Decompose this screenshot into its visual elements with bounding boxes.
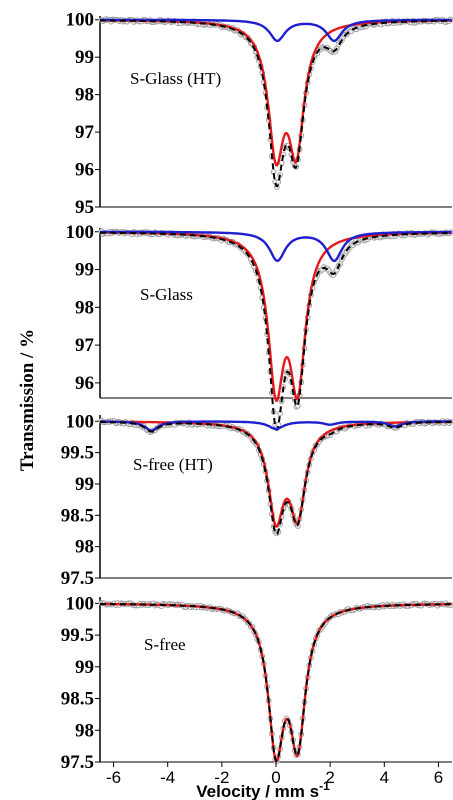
panel-4: 100 99.5 99 98.5 98 97.5 S-free (61, 593, 453, 773)
panel-label: S-free (144, 635, 186, 654)
y-tick-label: 99.5 (61, 625, 94, 646)
fit-component-doublet-main (100, 231, 452, 403)
panel-2: 100 99 98 97 96 S-Glass (66, 222, 453, 432)
x-tick-label: 2 (325, 768, 334, 787)
data-point (278, 159, 285, 166)
y-tick-label: 98 (75, 85, 94, 106)
panel-label: S-free (HT) (133, 455, 213, 474)
y-tick-label: 99 (75, 657, 94, 678)
y-tick-label: 95 (75, 197, 94, 218)
y-tick-label: 99 (75, 474, 94, 495)
y-tick-label: 98 (75, 297, 94, 318)
x-tick-label: 0 (271, 768, 280, 787)
panel-stack: 100 99 98 97 96 95 S-Glass (HT) 100 99 98 97 96 S-Gl… (61, 10, 453, 773)
fit-component-doublet-main (100, 420, 452, 528)
y-tick-label: 97.5 (61, 568, 94, 589)
fit-total (100, 19, 452, 188)
x-tick-label: -2 (214, 768, 229, 787)
x-tick-label: -4 (160, 768, 175, 787)
y-tick-label: 96 (75, 160, 94, 181)
y-tick-label: 98 (75, 537, 94, 558)
panel-1: 100 99 98 97 96 95 S-Glass (HT) (66, 10, 453, 218)
fit-total (100, 421, 452, 536)
x-axis-label: Velocity / mm s-1 (196, 779, 330, 800)
y-axis-label: Transmission / % (17, 329, 38, 471)
fit-component-doublet-minor (100, 230, 452, 263)
x-axis-label-text: Velocity / mm s (196, 782, 319, 800)
y-tick-label: 100 (66, 411, 95, 432)
y-tick-label: 98.5 (61, 505, 94, 526)
x-tick-label: 6 (434, 768, 443, 787)
x-tick-label: 4 (380, 768, 389, 787)
y-tick-label: 97.5 (61, 752, 94, 773)
y-tick-label: 100 (66, 222, 95, 243)
fit-component-doublet-main (100, 602, 452, 763)
y-tick-label: 98 (75, 720, 94, 741)
y-tick-label: 99.5 (61, 443, 94, 464)
y-tick-label: 96 (75, 373, 94, 394)
panel-3: 100 99.5 99 98.5 98 97.5 S-free (HT) (61, 411, 453, 589)
y-tick-label: 97 (75, 122, 95, 143)
x-axis: -6 -4 -2 0 2 4 6 (106, 762, 443, 787)
panel-label: S-Glass (HT) (130, 69, 221, 88)
x-tick-label: -6 (106, 768, 121, 787)
y-tick-label: 97 (75, 335, 95, 356)
y-tick-label: 99 (75, 260, 94, 281)
y-tick-label: 100 (66, 10, 95, 31)
panel-label: S-Glass (140, 285, 193, 304)
x-axis-label-superscript: -1 (319, 779, 330, 793)
fit-component-doublet-main (100, 19, 452, 167)
y-tick-label: 100 (66, 593, 95, 614)
y-tick-label: 99 (75, 47, 94, 68)
y-tick-label: 98.5 (61, 689, 94, 710)
fit-total (100, 603, 452, 763)
fit-component-doublet-minor (100, 18, 452, 43)
